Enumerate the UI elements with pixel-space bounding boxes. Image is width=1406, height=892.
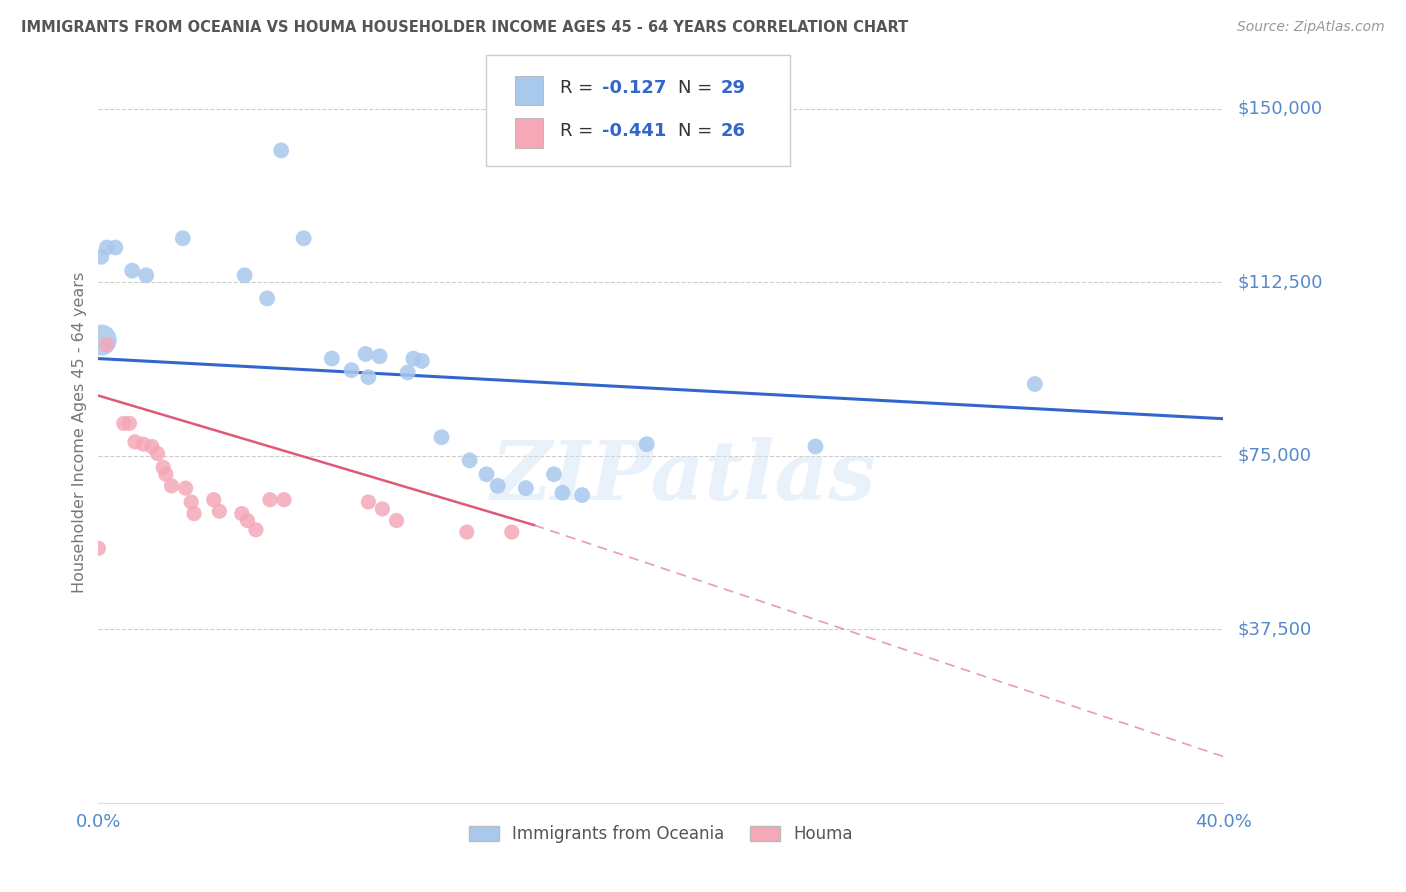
Point [357,370,380,384]
Point [233,268,256,283]
Point [121,263,143,277]
Point [273,492,295,507]
Point [515,481,537,495]
Text: $150,000: $150,000 [1237,100,1322,118]
Point [321,351,343,366]
Point [458,453,481,467]
Point [146,446,169,460]
Point [368,349,391,363]
Point [636,437,658,451]
Text: R =: R = [560,79,599,97]
Point [90,250,112,264]
Text: $112,500: $112,500 [1237,273,1323,291]
Point [132,437,155,451]
Point [112,417,135,431]
Point [160,479,183,493]
Point [236,514,259,528]
Text: N =: N = [678,79,717,97]
Point [340,363,363,377]
Text: -0.441: -0.441 [602,121,666,139]
Text: 26: 26 [720,121,745,139]
Point [202,492,225,507]
Point [1024,377,1046,392]
Point [135,268,157,283]
Point [180,495,202,509]
Point [354,347,377,361]
Legend: Immigrants from Oceania, Houma: Immigrants from Oceania, Houma [463,819,859,850]
Point [104,240,127,255]
FancyBboxPatch shape [486,55,790,166]
Point [90,333,112,347]
Point [174,481,197,495]
Text: ZIPatlas: ZIPatlas [491,437,876,517]
Point [456,525,478,540]
FancyBboxPatch shape [515,118,543,147]
Point [141,440,163,454]
Point [357,495,380,509]
Point [571,488,593,502]
Point [804,440,827,454]
Point [501,525,523,540]
Point [208,504,231,518]
Point [543,467,565,482]
Point [118,417,141,431]
Point [396,366,419,380]
Point [256,292,278,306]
Point [96,337,118,351]
Text: $37,500: $37,500 [1237,620,1312,639]
Y-axis label: Householder Income Ages 45 - 64 years: Householder Income Ages 45 - 64 years [72,272,87,593]
Text: N =: N = [678,121,717,139]
Point [475,467,498,482]
Point [183,507,205,521]
Point [172,231,194,245]
Point [270,144,292,158]
FancyBboxPatch shape [515,76,543,105]
Point [411,354,433,368]
Point [231,507,253,521]
Point [245,523,267,537]
Point [385,514,408,528]
Point [551,485,574,500]
Point [96,240,118,255]
Point [152,460,174,475]
Point [87,541,110,556]
Text: -0.127: -0.127 [602,79,666,97]
Text: Source: ZipAtlas.com: Source: ZipAtlas.com [1237,20,1385,34]
Point [486,479,509,493]
Point [430,430,453,444]
Text: $75,000: $75,000 [1237,447,1312,465]
Text: 29: 29 [720,79,745,97]
Point [292,231,315,245]
Point [402,351,425,366]
Point [259,492,281,507]
Point [371,502,394,516]
Text: R =: R = [560,121,599,139]
Point [124,434,146,449]
Text: IMMIGRANTS FROM OCEANIA VS HOUMA HOUSEHOLDER INCOME AGES 45 - 64 YEARS CORRELATI: IMMIGRANTS FROM OCEANIA VS HOUMA HOUSEHO… [21,20,908,35]
Point [155,467,177,482]
